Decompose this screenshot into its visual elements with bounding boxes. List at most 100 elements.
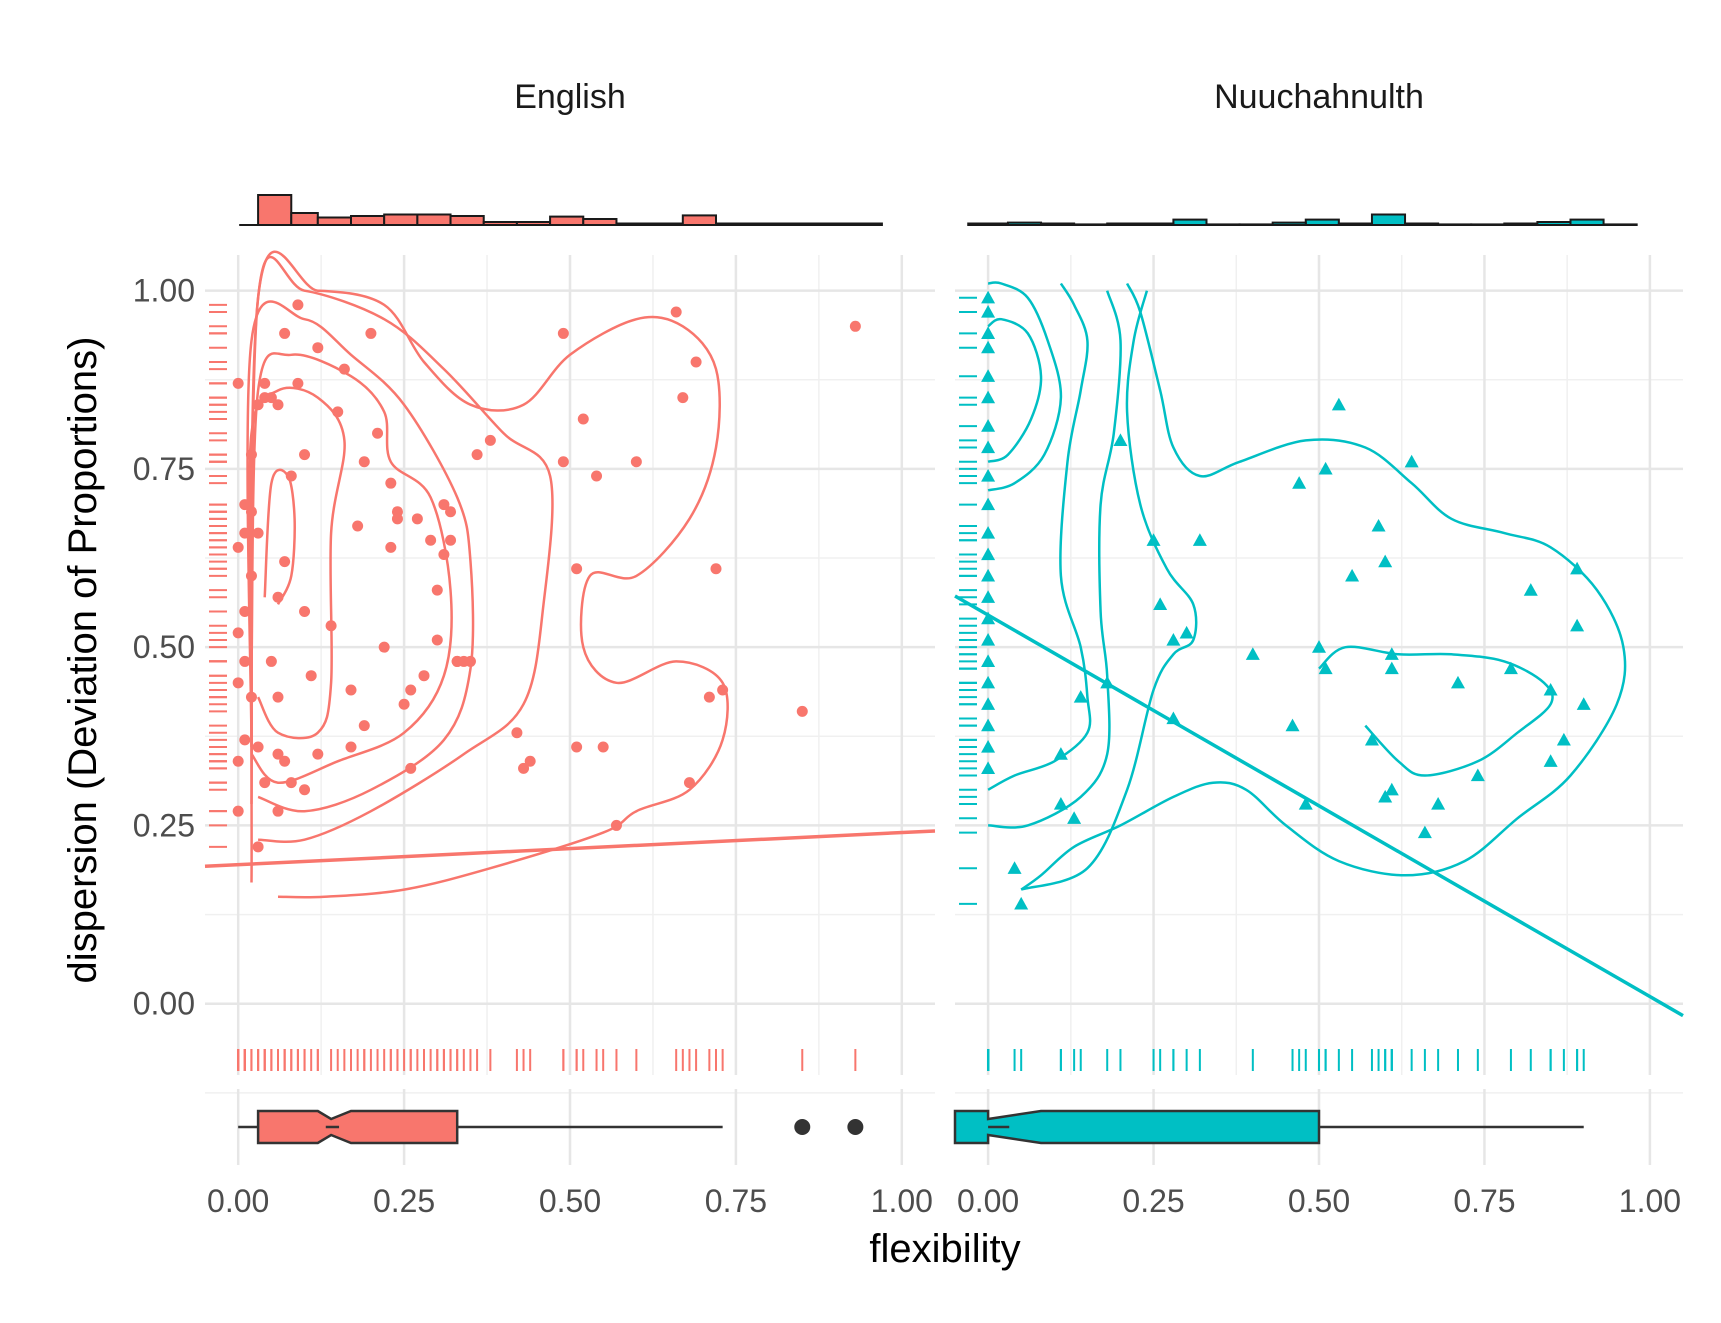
histogram-bar: [748, 222, 784, 226]
data-point: [1007, 861, 1022, 874]
y-tick-labels: 0.00 0.25 0.50 0.75 1.00: [133, 273, 195, 1022]
density-contour: [263, 468, 296, 605]
data-point: [431, 584, 443, 596]
data-point: [265, 655, 277, 667]
data-point: [1431, 797, 1446, 810]
rug-marks: [959, 296, 1585, 1071]
histogram-bar: [1040, 222, 1076, 226]
data-point: [571, 741, 583, 753]
data-point: [571, 563, 583, 575]
data-point: [385, 477, 397, 489]
data-point: [272, 591, 284, 603]
data-point: [981, 526, 996, 539]
x-tick-labels: 0.00 0.25 0.50 0.75 1.00: [207, 1183, 933, 1219]
boxplot-outlier: [794, 1119, 811, 1135]
data-point: [981, 697, 996, 710]
data-point: [232, 755, 244, 767]
histogram-bar: [781, 222, 817, 226]
data-point: [292, 299, 304, 311]
boxplot: [953, 1109, 1584, 1145]
rug-marks: [209, 303, 857, 1071]
data-point: [245, 449, 257, 461]
data-point: [285, 777, 297, 789]
data-point: [981, 497, 996, 511]
x-tick-labels: 0.00 0.25 0.50 0.75 1.00: [957, 1183, 1681, 1219]
data-point: [577, 413, 589, 425]
data-point: [1384, 647, 1399, 660]
boxplot: [238, 1109, 864, 1145]
boxplot-box: [953, 1109, 1321, 1145]
data-point: [1570, 561, 1585, 575]
data-point: [630, 456, 642, 468]
density-contour: [250, 352, 453, 784]
data-point: [1384, 782, 1399, 796]
data-point: [703, 691, 715, 703]
top-histogram: [967, 213, 1638, 227]
histogram-bar: [290, 212, 319, 226]
data-point: [431, 634, 443, 646]
histogram-bar: [1404, 222, 1440, 226]
data-point: [1556, 732, 1571, 746]
data-point: [1292, 476, 1307, 489]
data-point: [710, 563, 722, 575]
data-point: [1543, 754, 1558, 767]
gridlines: [955, 255, 1683, 1165]
data-point: [398, 698, 410, 710]
data-point: [981, 419, 996, 432]
data-point: [1470, 768, 1485, 782]
histogram-bar: [515, 221, 552, 226]
data-point: [1543, 682, 1558, 696]
data-point: [425, 534, 437, 546]
histogram-bar: [814, 222, 850, 226]
data-point: [239, 527, 251, 539]
data-points: [981, 290, 1591, 910]
data-point: [279, 556, 291, 568]
y-tick-label: 0.00: [133, 986, 195, 1022]
data-point: [670, 306, 682, 318]
data-point: [239, 734, 251, 746]
histogram-bar: [1370, 213, 1407, 226]
data-point: [305, 670, 317, 682]
density-contour: [987, 282, 1092, 791]
data-point: [1404, 454, 1419, 468]
data-point: [981, 440, 996, 454]
x-tick-label: 0.50: [1288, 1183, 1350, 1219]
x-tick-label: 0.00: [957, 1183, 1019, 1219]
density-contour: [1020, 290, 1198, 891]
data-point: [610, 819, 622, 831]
x-tick-label: 0.75: [705, 1183, 767, 1219]
data-point: [1378, 554, 1393, 568]
panel-title: English: [514, 78, 626, 116]
data-point: [272, 805, 284, 817]
histogram-bar: [383, 213, 419, 226]
histogram-bar: [350, 215, 386, 226]
x-tick-label: 0.25: [373, 1183, 435, 1219]
data-point: [484, 434, 496, 446]
data-point: [1523, 583, 1538, 596]
data-point: [385, 541, 397, 553]
data-point: [1576, 697, 1591, 710]
data-point: [1345, 568, 1360, 582]
top-histogram: [239, 194, 883, 227]
data-point: [1417, 825, 1432, 839]
data-point: [265, 392, 277, 404]
data-point: [1384, 661, 1399, 675]
histogram-bar: [449, 215, 485, 226]
data-point: [717, 684, 729, 696]
histogram-bar: [847, 222, 883, 226]
histogram-bar: [1470, 223, 1506, 226]
data-point: [1331, 397, 1346, 411]
data-point: [981, 290, 996, 304]
data-point: [981, 305, 996, 318]
data-point: [445, 506, 457, 518]
data-point: [365, 327, 377, 339]
data-point: [1378, 789, 1393, 803]
data-point: [464, 655, 476, 667]
data-point: [232, 541, 244, 553]
data-point: [1364, 732, 1379, 746]
data-point: [524, 755, 536, 767]
data-point: [557, 327, 569, 339]
histogram-bar: [1106, 222, 1142, 226]
data-point: [1014, 896, 1029, 910]
